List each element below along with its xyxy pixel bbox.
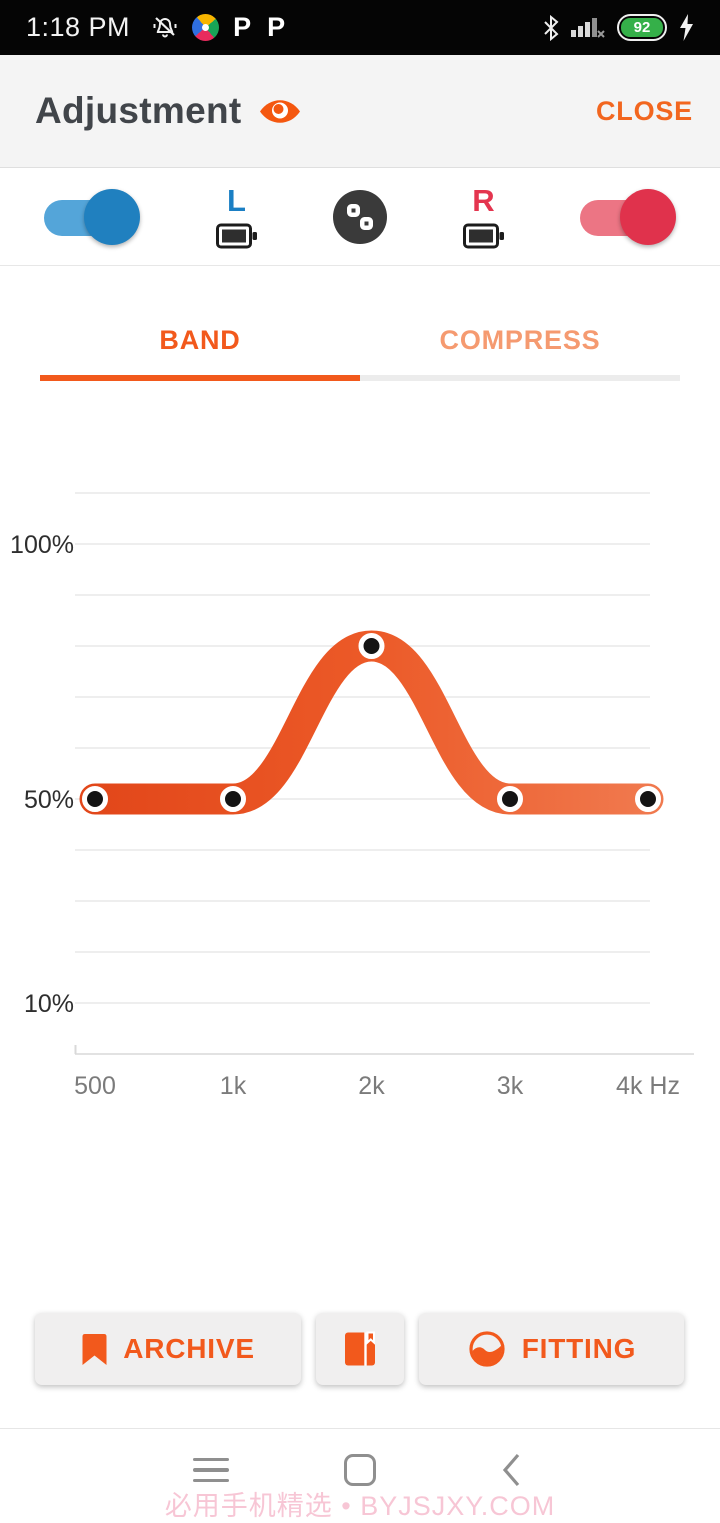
y-axis-label: 100% [10,531,74,559]
archive-button-label: ARCHIVE [123,1333,255,1364]
tab-compress-label: COMPRESS [439,325,601,355]
back-button[interactable] [488,1445,534,1495]
band-curve[interactable] [79,630,664,815]
band-point-handle[interactable] [635,786,661,812]
right-battery-icon [462,223,504,248]
y-axis-label: 50% [24,786,74,814]
fitting-button-label: FITTING [521,1333,637,1364]
chain-link-icon [347,204,373,230]
page-title: Adjustment [35,90,242,131]
tab-indicator [360,375,680,381]
fitting-button[interactable]: FITTING [419,1313,684,1385]
wave-circle-icon [469,1331,505,1367]
clock: 1:18 PM [26,12,131,42]
tab-band-label: BAND [159,325,241,355]
left-ear-status: L [215,182,258,250]
charging-bolt-icon [679,14,694,41]
tab-bar: BAND COMPRESS [40,300,680,381]
journal-book-icon [345,1331,375,1366]
tab-band[interactable]: BAND [40,300,360,381]
toggle-thumb [84,189,140,245]
notification-letter-icon: P [267,12,286,42]
link-ears-button[interactable] [333,190,387,244]
toggle-thumb [620,189,676,245]
right-ear-toggle[interactable] [580,189,676,245]
left-ear-toggle[interactable] [44,189,140,245]
right-ear-status: R [462,182,505,250]
right-ear-label: R [472,182,495,218]
menu-icon [193,1457,229,1483]
band-point-handle[interactable] [82,786,108,812]
x-axis-label: 2k [358,1072,385,1100]
device-row: L R [0,169,720,266]
archive-button[interactable]: ARCHIVE [35,1313,301,1385]
home-button[interactable] [337,1445,383,1495]
battery-percent: 92 [633,19,651,36]
x-axis-label: 3k [497,1072,524,1100]
header: Adjustment CLOSE [0,55,720,168]
notification-letter-icon: P [233,12,252,42]
tab-indicator [40,375,360,381]
close-button[interactable]: CLOSE [595,95,693,126]
mute-bell-icon [152,15,178,41]
band-point-handle[interactable] [497,786,523,812]
x-axis-label: 500 [74,1072,116,1100]
status-bar: 1:18 PM P P 92 [0,0,720,55]
color-pinwheel-app-icon [192,14,220,41]
x-axis-label: 1k [220,1072,247,1100]
tab-compress[interactable]: COMPRESS [360,300,680,381]
presets-journal-button[interactable] [316,1313,404,1385]
android-navigation-bar [0,1428,720,1521]
bluetooth-icon [543,14,559,41]
signal-bars-icon [571,15,605,41]
x-axis-label: 4k Hz [616,1072,680,1100]
y-axis-label: 10% [24,990,74,1018]
band-equalizer-chart: 100% 50% 10% 500 1k 2k 3k 4k Hz [10,492,694,1100]
left-ear-label: L [227,182,246,218]
eye-icon [258,96,302,127]
battery-indicator: 92 [617,14,667,41]
home-icon [344,1454,376,1486]
back-chevron-icon [502,1453,519,1487]
bookmark-icon [82,1333,107,1365]
recents-button[interactable] [188,1445,234,1495]
band-point-handle[interactable] [220,786,246,812]
band-point-handle[interactable] [358,633,385,659]
left-battery-icon [215,223,257,248]
